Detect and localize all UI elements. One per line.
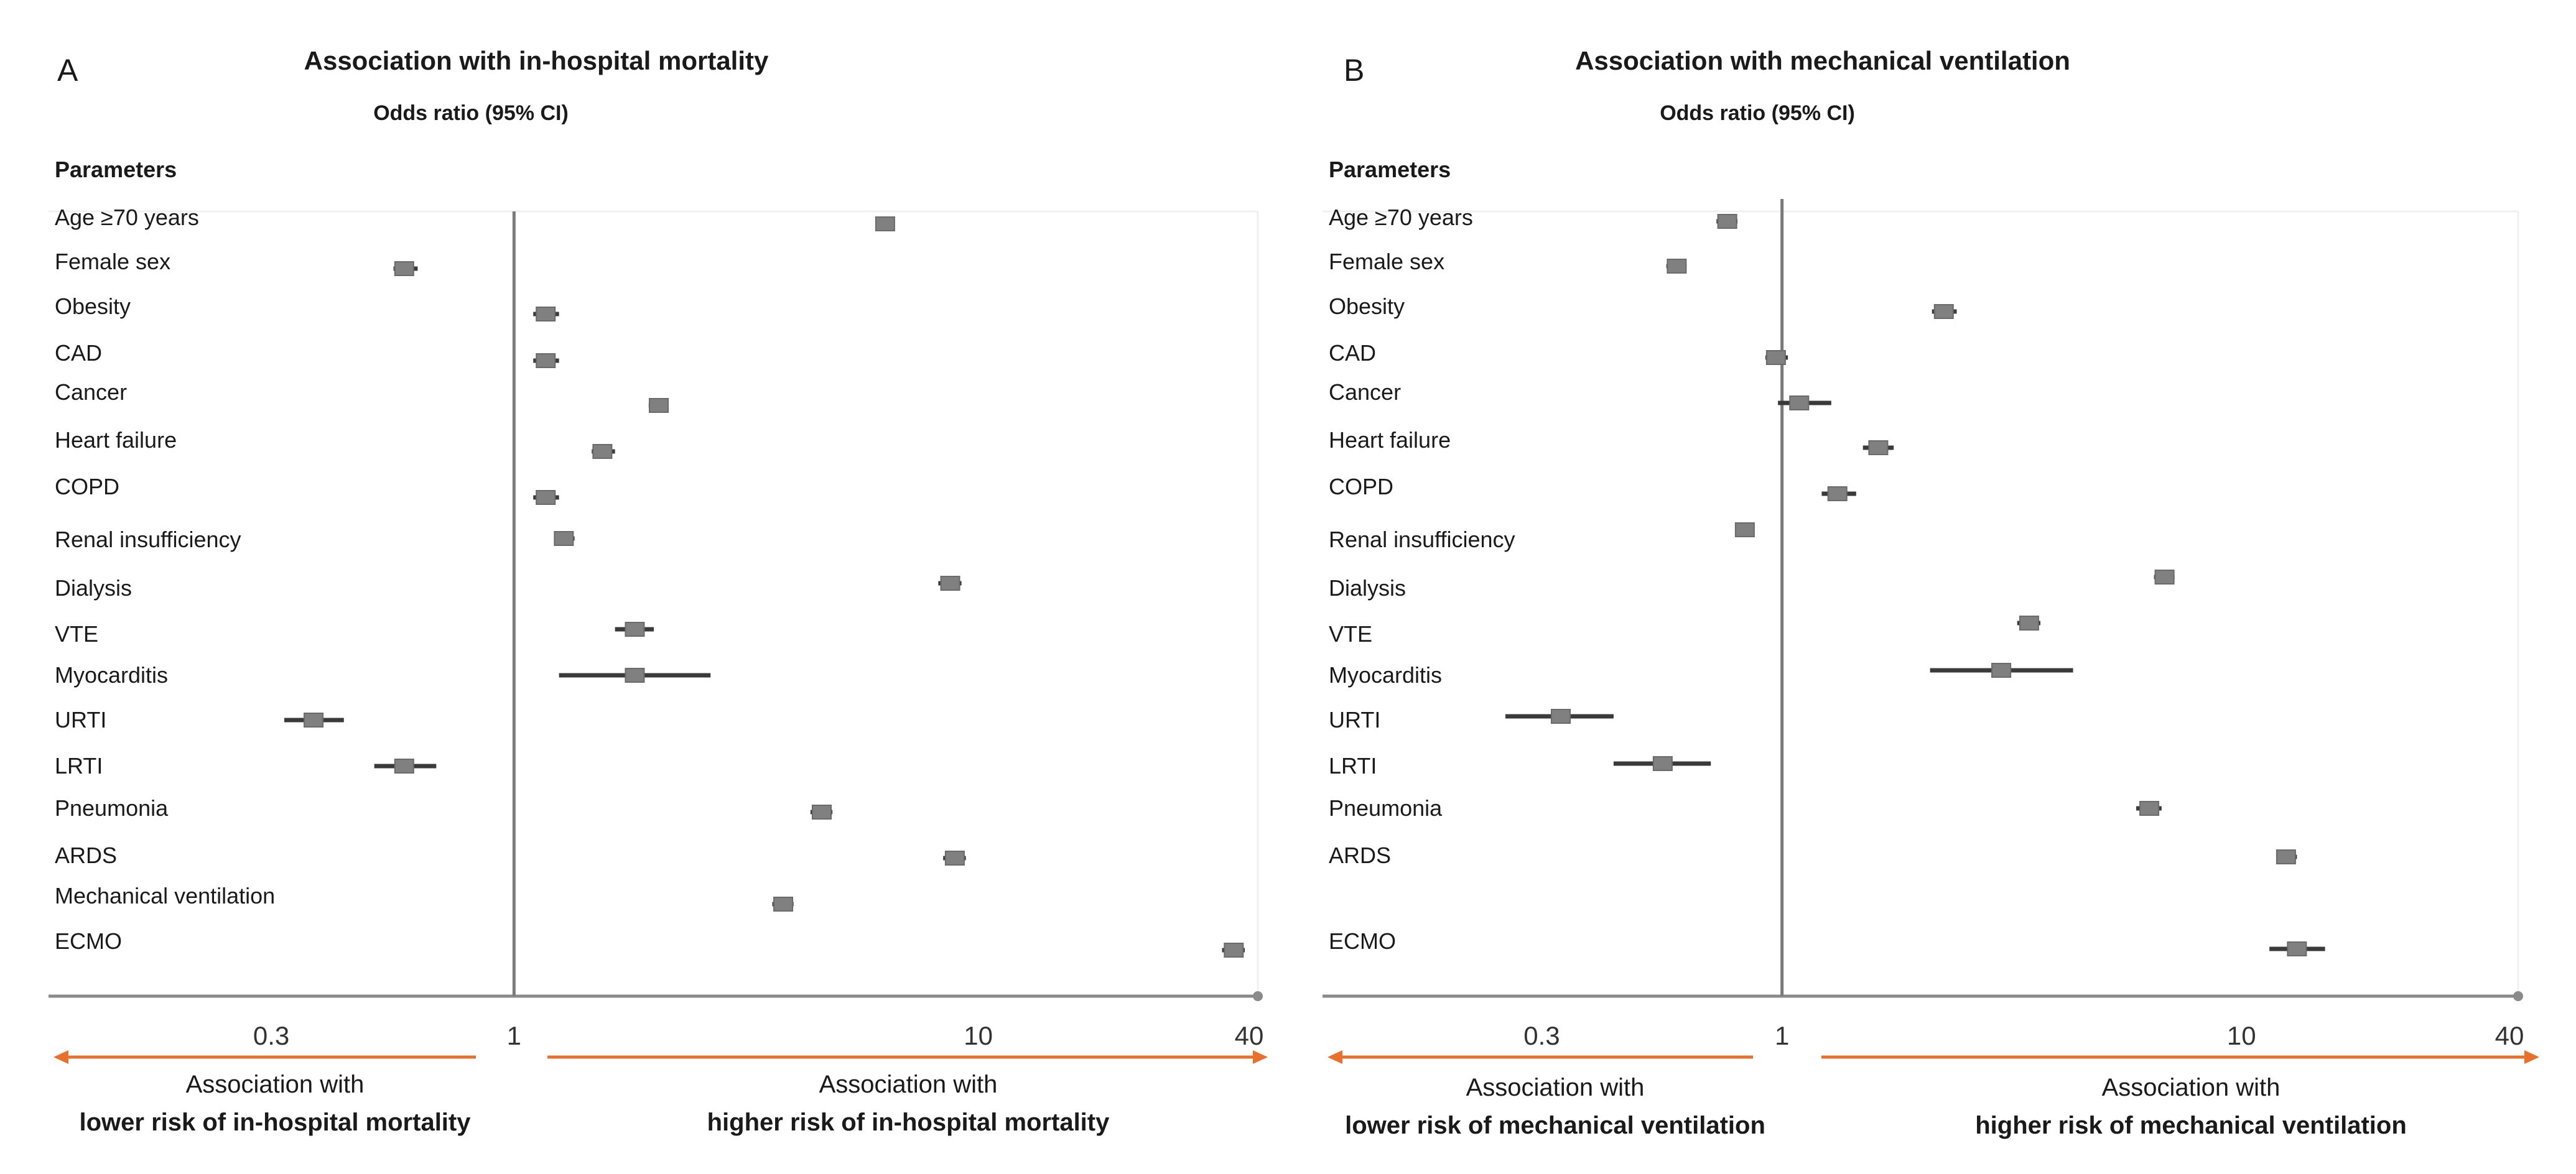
odds-ratio-marker [2019,616,2039,631]
odds-ratio-marker [1789,395,1810,410]
higher-risk-caption-line2: higher risk of mechanical ventilation [1975,1112,2407,1139]
panel-subtitle: Odds ratio (95% CI) [373,101,569,125]
odds-ratio-marker [1991,663,2012,678]
parameter-label: CAD [1329,340,1376,366]
odds-ratio-marker [536,307,556,321]
parameters-header: Parameters [55,157,177,182]
higher-risk-caption-line2: higher risk of in-hospital mortality [707,1109,1110,1136]
parameter-label: Pneumonia [1329,795,1443,821]
parameter-label: CAD [55,340,102,366]
parameter-label: Myocarditis [55,662,168,688]
odds-ratio-marker [1868,440,1889,455]
parameter-label: ECMO [55,928,122,954]
odds-ratio-marker [875,216,895,231]
parameter-label: Obesity [55,294,131,319]
odds-ratio-marker [1652,756,1673,771]
panel-label: A [57,53,78,88]
parameter-label: LRTI [1329,753,1377,779]
parameter-label: Heart failure [55,427,177,453]
odds-ratio-marker [304,713,324,728]
forest-panel-b: B Association with mechanical ventilation… [1323,46,2539,1139]
parameter-label: Female sex [1329,249,1444,274]
lower-risk-caption-line1: Association with [1466,1074,1645,1101]
parameter-label: LRTI [55,753,103,779]
parameter-label: Heart failure [1329,427,1451,453]
x-tick-label: 1 [1775,1021,1789,1050]
panel-title: Association with mechanical ventilation [1575,46,2070,75]
parameter-label: VTE [1329,621,1372,647]
higher-risk-arrow-head [2524,1050,2539,1064]
parameter-label: Myocarditis [1329,662,1442,688]
lower-risk-arrow-head [53,1050,68,1064]
odds-ratio-marker [1550,709,1571,724]
x-tick-label: 0.3 [253,1021,289,1050]
x-tick-label: 40 [2495,1021,2524,1050]
odds-ratio-marker [1734,522,1755,537]
odds-ratio-marker [2154,570,2175,585]
parameter-label: Age ≥70 years [55,205,199,230]
lower-risk-caption-line1: Association with [186,1071,365,1098]
odds-ratio-marker [2287,941,2307,956]
lower-risk-arrow-head [1328,1050,1342,1064]
odds-ratio-marker [649,398,669,413]
parameter-label: Female sex [55,249,170,274]
higher-risk-arrow-head [1253,1050,1268,1064]
parameter-label: Cancer [1329,379,1401,405]
x-tick-label: 1 [507,1021,521,1050]
odds-ratio-marker [1827,486,1848,501]
panel-title: Association with in-hospital mortality [304,46,769,75]
odds-ratio-marker [394,759,414,774]
odds-ratio-marker [1667,259,1687,274]
lower-risk-caption-line2: lower risk of in-hospital mortality [80,1109,472,1136]
odds-ratio-marker [1933,304,1954,319]
parameter-label: VTE [55,621,98,647]
lower-risk-caption-line2: lower risk of mechanical ventilation [1345,1112,1765,1139]
odds-ratio-marker [1717,214,1737,229]
x-tick-label: 10 [2227,1021,2256,1050]
odds-ratio-marker [944,851,965,866]
x-tick-label: 10 [964,1021,993,1050]
parameter-label: Dialysis [1329,575,1406,601]
higher-risk-caption-line1: Association with [2102,1074,2281,1101]
panel-label: B [1344,53,1364,88]
odds-ratio-marker [536,353,556,368]
parameter-label: ARDS [55,843,117,868]
parameter-label: ECMO [1329,928,1396,954]
odds-ratio-marker [811,805,832,820]
parameter-label: Mechanical ventilation [55,883,275,908]
parameters-header: Parameters [1329,157,1451,182]
odds-ratio-marker [536,490,556,505]
parameter-label: COPD [55,474,119,499]
x-tick-label: 0.3 [1523,1021,1560,1050]
parameter-label: Renal insufficiency [55,527,241,552]
parameter-label: Renal insufficiency [1329,527,1515,552]
parameter-label: Obesity [1329,294,1405,319]
parameter-label: COPD [1329,474,1393,499]
parameter-label: Age ≥70 years [1329,205,1473,230]
odds-ratio-marker [2276,849,2296,864]
parameter-label: Pneumonia [55,795,169,821]
odds-ratio-marker [2139,801,2160,816]
panel-subtitle: Odds ratio (95% CI) [1660,101,1855,125]
odds-ratio-marker [625,622,645,637]
odds-ratio-marker [773,897,794,912]
odds-ratio-marker [1765,350,1786,365]
parameter-label: URTI [1329,707,1380,733]
odds-ratio-marker [394,261,414,276]
forest-panel-a: A Association with in-hospital mortality O… [49,46,1268,1136]
parameter-label: ARDS [1329,843,1391,868]
odds-ratio-marker [554,531,574,546]
x-axis-end-dot [2513,991,2523,1001]
odds-ratio-marker [625,668,645,683]
x-axis-end-dot [1253,991,1263,1001]
odds-ratio-marker [1224,943,1244,958]
odds-ratio-marker [940,576,960,591]
odds-ratio-marker [592,444,613,459]
parameter-label: URTI [55,707,106,733]
parameter-label: Cancer [55,379,127,405]
higher-risk-caption-line1: Association with [819,1071,998,1098]
x-tick-label: 40 [1235,1021,1264,1050]
parameter-label: Dialysis [55,575,132,601]
